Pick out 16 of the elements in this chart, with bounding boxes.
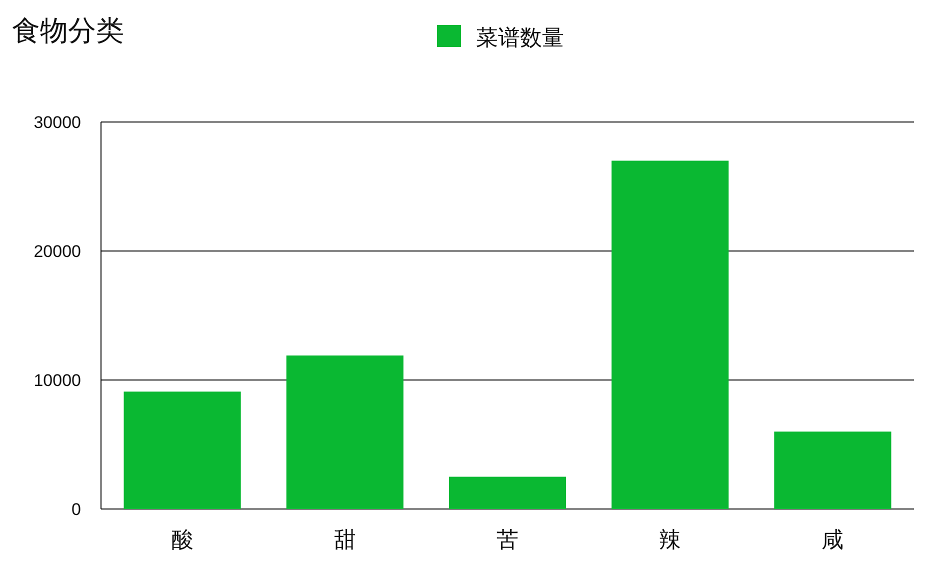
bar [774, 432, 892, 509]
x-tick-label: 咸 [822, 527, 844, 552]
y-tick-label: 20000 [34, 242, 81, 261]
bar [286, 355, 404, 509]
bar [448, 476, 566, 509]
y-tick-label: 30000 [34, 113, 81, 132]
x-tick-label: 苦 [496, 527, 518, 552]
x-tick-label: 酸 [171, 527, 194, 552]
y-tick-label: 10000 [34, 371, 81, 390]
x-tick-label: 甜 [334, 527, 356, 552]
bar [612, 160, 729, 509]
chart-title: 食物分类 [12, 15, 124, 46]
x-tick-label: 辣 [659, 527, 682, 552]
bar [124, 392, 241, 509]
y-tick-label: 0 [72, 500, 81, 519]
legend-label: 菜谱数量 [476, 25, 564, 50]
